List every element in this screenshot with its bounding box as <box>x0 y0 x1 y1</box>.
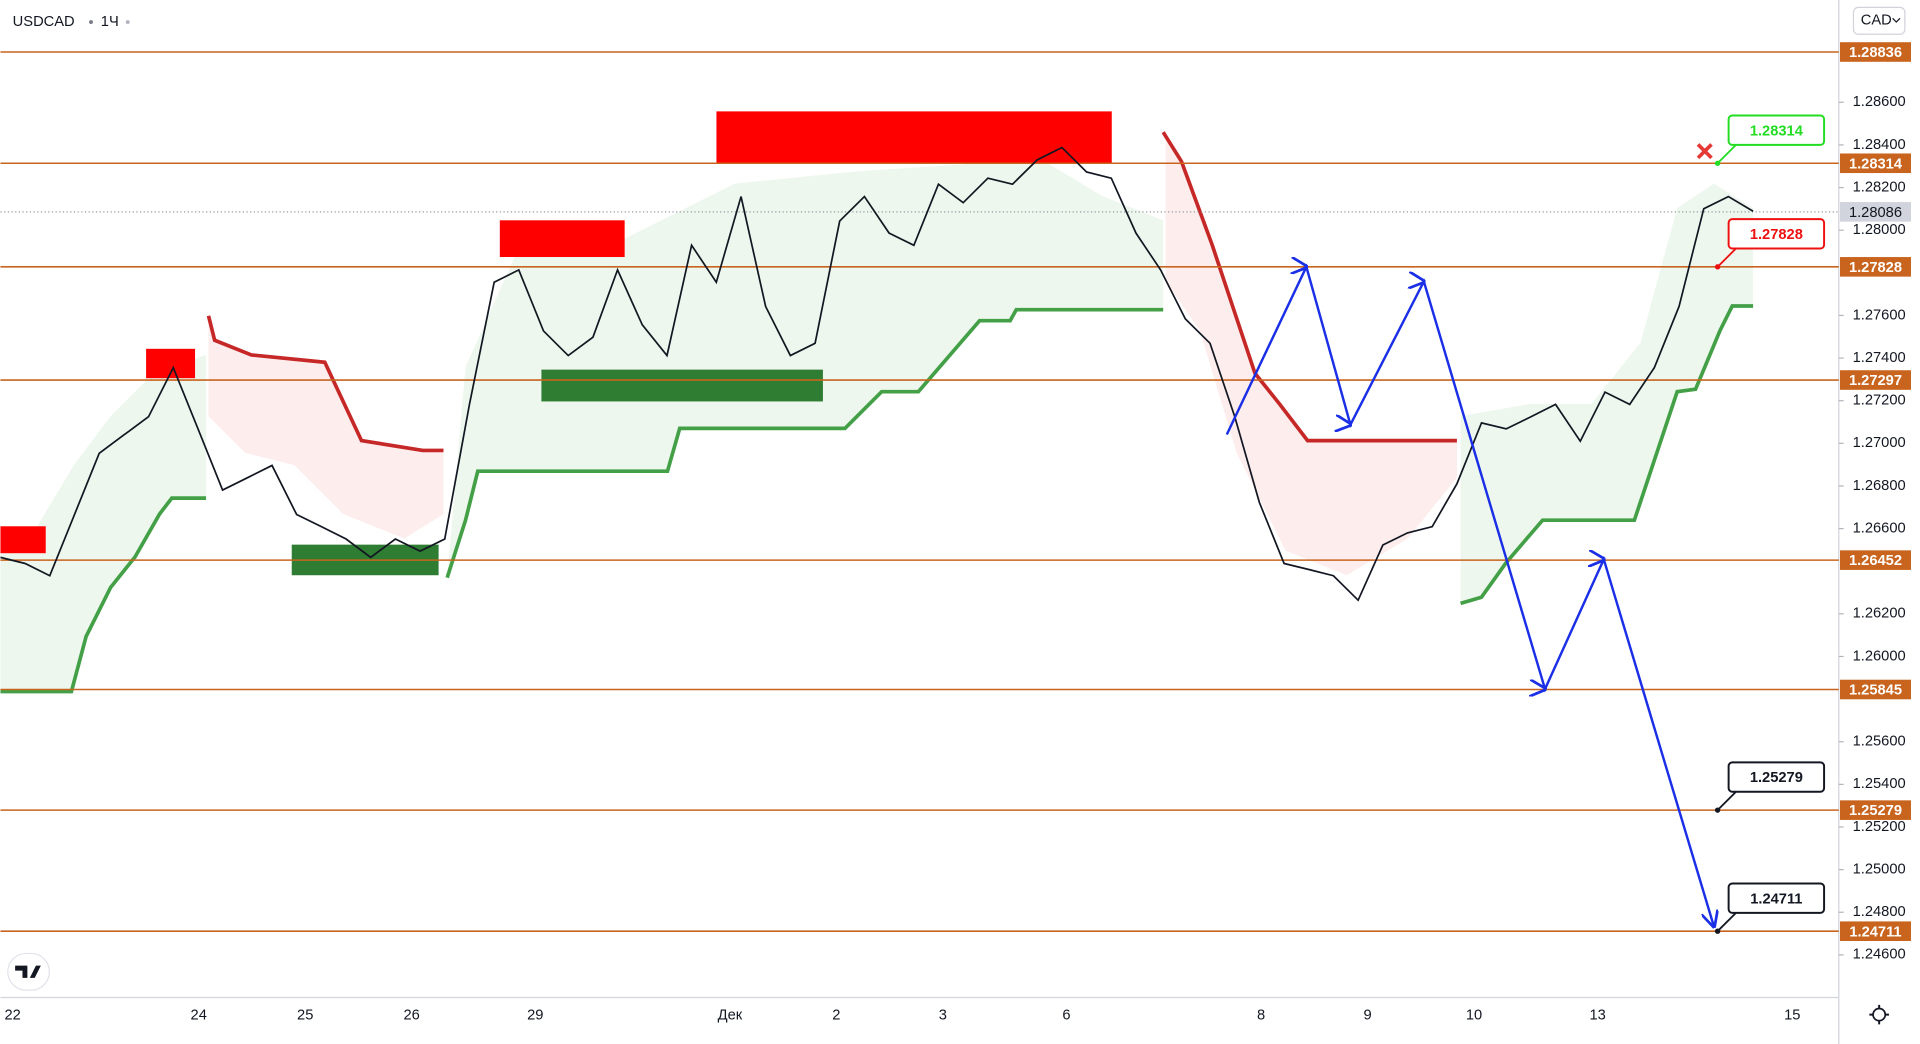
currency-box[interactable] <box>1852 6 1906 35</box>
callout-layer: 1.28314 1.27828 1.25279 1.24711 <box>1714 114 1826 934</box>
callout-tail <box>1716 912 1737 932</box>
level-label: 1.28836 <box>1849 45 1902 61</box>
callout-tail <box>1716 791 1737 811</box>
x-tick-label: 8 <box>1257 1008 1265 1024</box>
supertrend-up <box>0 496 207 694</box>
y-tick-label: 1.25400 <box>1853 776 1906 792</box>
x-tick-label: 26 <box>404 1008 420 1024</box>
supply-zone <box>0 526 46 554</box>
x-tick-label: 13 <box>1589 1008 1605 1024</box>
y-tick-label: 1.24600 <box>1853 947 1906 963</box>
x-tick-label: 29 <box>527 1008 543 1024</box>
x-tick-label: 6 <box>1062 1008 1070 1024</box>
y-tick-label: 1.25600 <box>1853 734 1906 750</box>
x-tick-label: 25 <box>297 1008 313 1024</box>
callout-box <box>1727 882 1826 914</box>
level-tag <box>1839 921 1911 941</box>
y-tick-label: 1.27600 <box>1853 307 1906 323</box>
currency-label[interactable]: CAD <box>1861 13 1892 29</box>
callout-box <box>1727 218 1826 250</box>
y-tick-label: 1.27000 <box>1853 435 1906 451</box>
y-tick-label: 1.28000 <box>1853 222 1906 238</box>
y-tick-label: 1.26800 <box>1853 478 1906 494</box>
supertrend-up <box>445 307 1164 579</box>
level-label: 1.27297 <box>1849 373 1902 389</box>
axis-layer: 1.24600 1.24800 1.25000 1.25200 1.25400 1.256… <box>5 42 1911 1024</box>
level-tag <box>1839 42 1911 62</box>
demand-zone <box>541 369 823 402</box>
callout-box <box>1727 114 1826 146</box>
forecast-path <box>1225 267 1714 927</box>
settings-button[interactable] <box>1869 1004 1889 1025</box>
downtrend-fill <box>208 315 444 539</box>
x-tick-label: 3 <box>939 1008 947 1024</box>
callout-label: 1.25279 <box>1750 770 1803 786</box>
gear-teeth[interactable] <box>1869 1004 1889 1025</box>
level-tag <box>1839 550 1911 570</box>
level-label: 1.24711 <box>1849 924 1901 940</box>
x-tick-label: 22 <box>5 1008 21 1024</box>
dropdown-caret[interactable] <box>1892 17 1901 23</box>
x-tick-label: 9 <box>1363 1008 1371 1024</box>
y-tick-label: 1.27400 <box>1853 350 1906 366</box>
x-tick-label: 24 <box>191 1008 207 1024</box>
level-tag <box>1839 370 1911 390</box>
level-tag <box>1839 800 1911 820</box>
callout-label: 1.28314 <box>1750 123 1804 139</box>
y-tick-label: 1.26600 <box>1853 520 1906 536</box>
callout-label: 1.27828 <box>1750 227 1803 243</box>
callout-tail <box>1716 144 1737 164</box>
level-tag <box>1839 153 1911 174</box>
x-tick-label: 10 <box>1466 1008 1482 1024</box>
supply-zone <box>716 111 1112 163</box>
y-tick-label: 1.28400 <box>1853 137 1906 153</box>
currency-button[interactable]: CAD <box>1852 6 1906 35</box>
current-price-label: 1.28086 <box>1849 205 1902 221</box>
y-tick-label: 1.26000 <box>1853 648 1906 664</box>
callout-box <box>1727 761 1826 793</box>
symbol: USDCAD <box>13 14 75 30</box>
y-tick-label: 1.26200 <box>1853 606 1906 622</box>
logo-badge <box>7 952 51 991</box>
separator <box>89 20 93 24</box>
y-tick-label: 1.28200 <box>1853 179 1906 195</box>
y-tick-label: 1.24800 <box>1853 904 1906 920</box>
x-tick-label: 15 <box>1784 1008 1800 1024</box>
callout-label: 1.24711 <box>1750 891 1802 907</box>
supply-zone <box>499 220 625 258</box>
forecast-arrows <box>1225 267 1714 927</box>
interval: 1Ч <box>101 14 119 30</box>
logo <box>7 952 51 991</box>
level-label: 1.26452 <box>1849 553 1902 569</box>
y-tick-label: 1.27200 <box>1853 393 1906 409</box>
level-label: 1.28314 <box>1849 156 1903 172</box>
uptrend-fill <box>0 354 207 692</box>
level-label: 1.25279 <box>1849 803 1902 819</box>
callout-tail <box>1716 247 1737 268</box>
header: USDCAD 1Ч <box>13 14 130 30</box>
x-tick-label: 2 <box>832 1008 840 1024</box>
y-tick-label: 1.25200 <box>1853 819 1906 835</box>
level-label: 1.25845 <box>1849 683 1902 699</box>
cross-marker <box>1696 143 1713 160</box>
x-tick-label: Дек <box>718 1008 743 1024</box>
level-tag <box>1839 257 1911 277</box>
supertrend-down <box>206 315 444 453</box>
level-label: 1.27828 <box>1849 260 1902 276</box>
logo-mark <box>15 965 41 978</box>
uptrend-fill <box>447 159 1164 578</box>
separator <box>125 20 130 24</box>
current-price-tag <box>1839 202 1911 222</box>
y-tick-label: 1.28600 <box>1853 94 1906 110</box>
y-tick-label: 1.25000 <box>1853 861 1906 877</box>
level-tag <box>1839 679 1911 700</box>
